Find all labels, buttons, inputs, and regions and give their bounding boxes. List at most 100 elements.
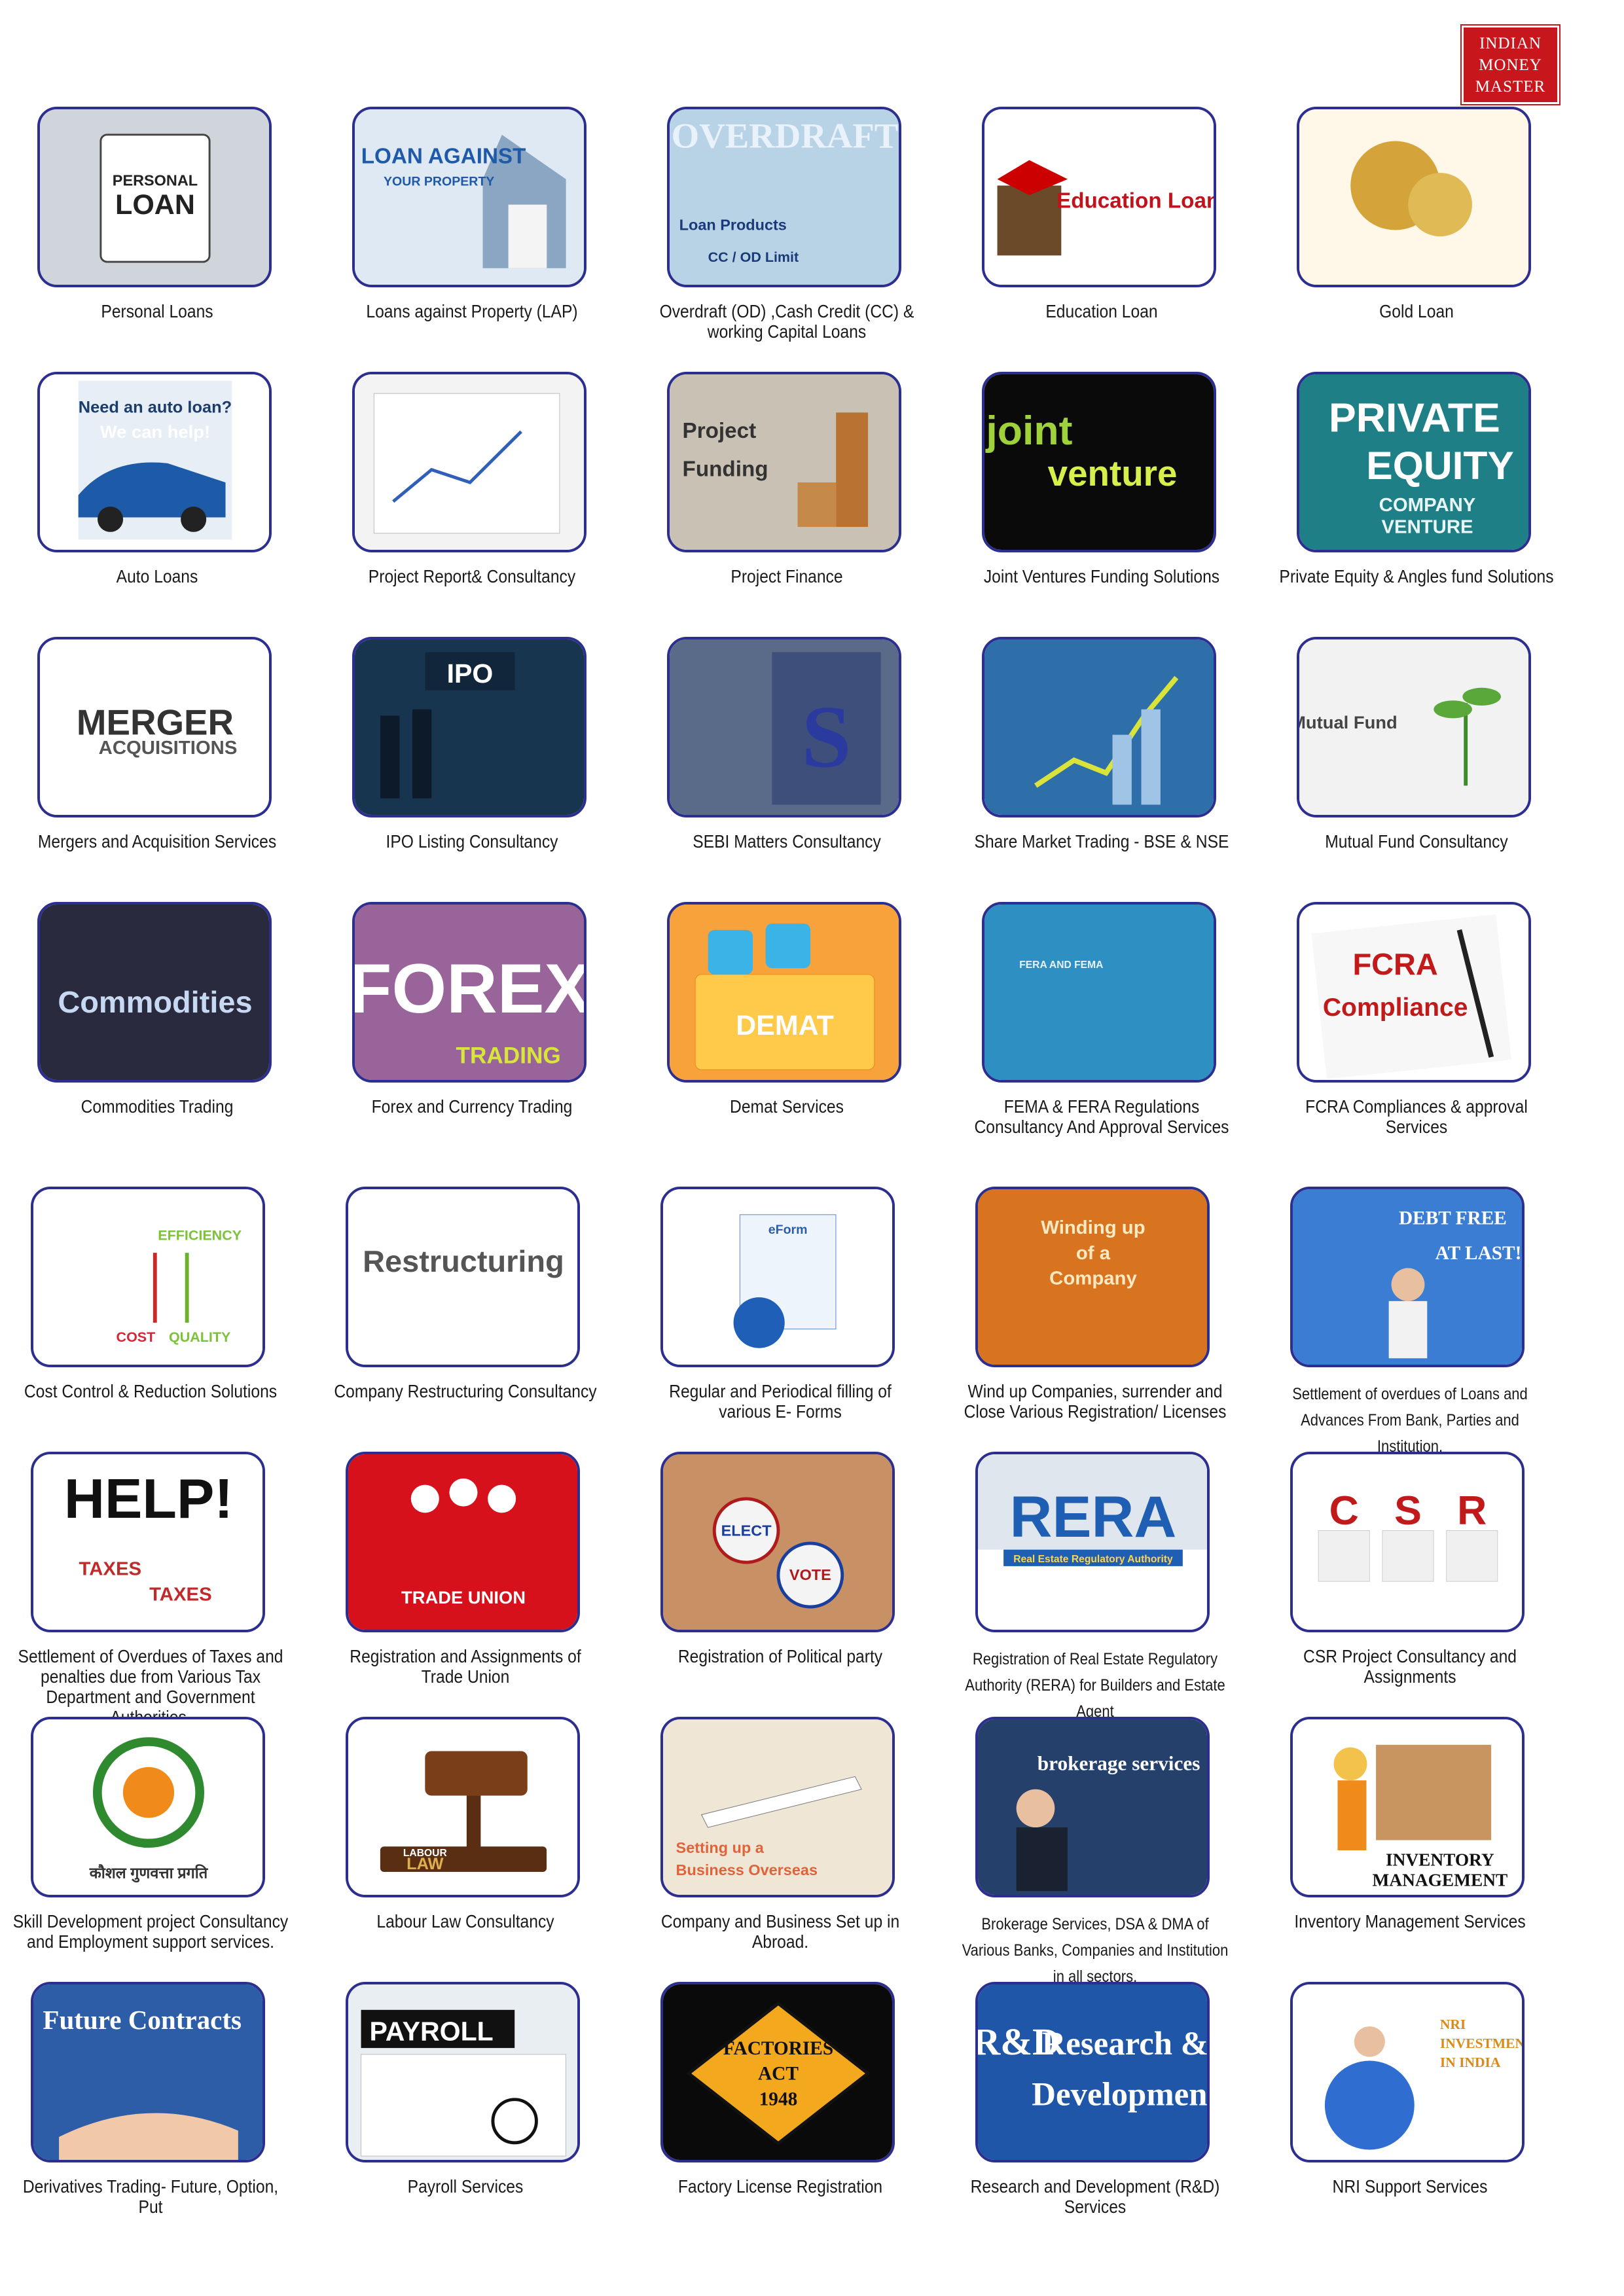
service-card[interactable]: LOAN AGAINST YOUR PROPERTY Loans against P… [315, 101, 629, 363]
tile-text: ACQUISITIONS [99, 738, 238, 759]
tile-text: C [1329, 1488, 1359, 1534]
tile-text: INVENTORY [1386, 1850, 1494, 1869]
service-card[interactable]: LABOUR LAW Labour Law Consultancy [308, 1712, 623, 1973]
service-card[interactable]: OVERDRAFT Loan Products CC / OD Limit Overd… [630, 101, 944, 363]
service-card[interactable]: RERA Real Estate Regulatory Authority Regi… [938, 1446, 1252, 1721]
service-card[interactable]: joint venture Joint Ventures Funding Solut… [945, 367, 1259, 628]
joint-venture-wordcloud-icon[interactable]: joint venture [982, 372, 1216, 552]
fcra-paper-pen-icon[interactable]: FCRA Compliance [1297, 902, 1531, 1083]
service-card[interactable]: C S R CSR Project Consultancy and Assignmen… [1253, 1446, 1567, 1708]
research-development-icon[interactable]: R&D Research & Development [975, 1982, 1210, 2162]
service-card[interactable]: Project Report& Consultancy [315, 367, 629, 628]
gold-jewellery-icon[interactable] [1297, 107, 1531, 287]
personal-loan-tablet-icon[interactable]: PERSONAL LOAN [37, 107, 272, 287]
service-card[interactable]: Future Contracts Derivatives Trading- Fut… [0, 1977, 308, 2238]
service-card[interactable]: DEBT FREE AT LAST!!! Settlement of overdue… [1253, 1181, 1567, 1456]
restructuring-wordcloud-icon[interactable]: Restructuring [346, 1187, 580, 1367]
service-card[interactable]: PAYROLL Payroll Services [308, 1977, 623, 2238]
debt-free-man-icon[interactable]: DEBT FREE AT LAST!!! [1290, 1187, 1525, 1367]
overdraft-text-icon[interactable]: OVERDRAFT Loan Products CC / OD Limit [667, 107, 901, 287]
service-caption: Skill Development project Consultancy an… [12, 1911, 289, 1952]
service-caption: Overdraft (OD) ,Cash Credit (CC) & worki… [659, 301, 914, 342]
service-caption: IPO Listing Consultancy [386, 831, 558, 852]
service-card[interactable]: eForm Regular and Periodical filling of v… [623, 1181, 937, 1443]
private-equity-wordcloud-icon[interactable]: PRIVATE EQUITY COMPANY VENTURE [1297, 372, 1531, 552]
service-card[interactable]: FERA AND FEMA FEMA & FERA Regulations Con… [945, 897, 1259, 1158]
service-card[interactable]: Winding up of a Company Wind up Companies, … [938, 1181, 1252, 1443]
demat-folder-icon[interactable]: DEMAT [667, 902, 901, 1083]
help-taxes-icon[interactable]: HELP! TAXES TAXES [31, 1452, 265, 1632]
service-card[interactable]: EFFICIENCY COST QUALITY Cost Control & Redu… [0, 1181, 308, 1443]
election-buttons-icon[interactable]: ELECT VOTE [660, 1452, 895, 1632]
tile-text: Winding up [1041, 1217, 1145, 1238]
service-caption: Project Report& Consultancy [368, 566, 576, 586]
tile-text: FCRA [1353, 947, 1438, 981]
service-card[interactable]: Need an auto loan? We can help! Auto Loans [0, 367, 314, 628]
cost-quality-arrows-icon[interactable]: EFFICIENCY COST QUALITY [31, 1187, 265, 1367]
tile-text: TAXES [149, 1584, 212, 1605]
nsdc-logo-icon[interactable]: कौशल गुणवत्ता प्रगति [31, 1717, 265, 1897]
service-card[interactable]: MERGER ACQUISITIONS Mergers and Acquisitio… [0, 632, 314, 893]
airplane-map-icon[interactable]: Setting up a Business Overseas [660, 1717, 895, 1897]
service-card[interactable]: NRI INVESTMENT IN INDIA NRI Support Service… [1253, 1977, 1567, 2238]
factories-act-sign-icon[interactable]: FACTORIES ACT 1948 [660, 1982, 895, 2162]
service-caption: Labour Law Consultancy [376, 1911, 554, 1931]
commodities-wordcloud-icon[interactable]: Commodities [37, 902, 272, 1083]
service-card[interactable]: ELECT VOTE Registration of Political party [623, 1446, 937, 1708]
sebi-building-icon[interactable]: S [667, 637, 901, 817]
service-caption: Auto Loans [116, 566, 198, 586]
blue-car-icon[interactable]: Need an auto loan? We can help! [37, 372, 272, 552]
forex-banknotes-icon[interactable]: FOREX TRADING [352, 902, 586, 1083]
nri-globe-man-icon[interactable]: NRI INVESTMENT IN INDIA [1290, 1982, 1525, 2162]
service-card[interactable]: R&D Research & Development Research and Dev… [938, 1977, 1252, 2238]
service-card[interactable]: Restructuring Company Restructuring Consu… [308, 1181, 623, 1443]
ipo-touch-icon[interactable]: IPO [352, 637, 586, 817]
hands-charts-icon[interactable] [352, 372, 586, 552]
eform-globe-icon[interactable]: eForm [660, 1187, 895, 1367]
gavel-icon[interactable]: LABOUR LAW [346, 1717, 580, 1897]
fera-fema-slide-icon[interactable]: FERA AND FEMA [982, 902, 1216, 1083]
brokerage-touch-icon[interactable]: brokerage services [975, 1717, 1210, 1897]
service-card[interactable]: PERSONAL LOAN Personal Loans [0, 101, 314, 363]
trade-union-logo-icon[interactable]: TRADE UNION [346, 1452, 580, 1632]
service-card[interactable]: DEMAT Demat Services [630, 897, 944, 1158]
service-card[interactable]: Setting up a Business Overseas Company and… [623, 1712, 937, 1973]
service-card[interactable]: S SEBI Matters Consultancy [630, 632, 944, 893]
service-card[interactable]: Project Funding Project Finance [630, 367, 944, 628]
service-caption: Payroll Services [407, 2176, 524, 2197]
service-card[interactable]: FOREX TRADING Forex and Currency Trading [315, 897, 629, 1158]
tile-text: FOREX [355, 949, 584, 1028]
rising-chart-icon[interactable] [982, 637, 1216, 817]
service-card[interactable]: INVENTORY MANAGEMENT Inventory Management … [1253, 1712, 1567, 1973]
rera-logo-icon[interactable]: RERA Real Estate Regulatory Authority [975, 1452, 1210, 1632]
payroll-binder-icon[interactable]: PAYROLL [346, 1982, 580, 2162]
service-card[interactable]: Gold Loan [1259, 101, 1574, 363]
service-card[interactable]: IPO IPO Listing Consultancy [315, 632, 629, 893]
service-card[interactable]: Education Loan Education Loan [945, 101, 1259, 363]
tile-text: EQUITY [1366, 443, 1514, 488]
graduation-cap-books-icon[interactable]: Education Loan [982, 107, 1216, 287]
service-card[interactable]: HELP! TAXES TAXES Settlement of Overdues of… [0, 1446, 308, 1727]
service-caption: Derivatives Trading- Future, Option, Put [22, 2176, 279, 2217]
service-card[interactable]: brokerage services Brokerage Services, DS… [938, 1712, 1252, 1986]
tile-text: Setting up a [676, 1839, 765, 1856]
merger-wordcloud-icon[interactable]: MERGER ACQUISITIONS [37, 637, 272, 817]
winding-up-slide-icon[interactable]: Winding up of a Company [975, 1187, 1210, 1367]
service-card[interactable]: FACTORIES ACT 1948 Factory License Registra… [623, 1977, 937, 2238]
service-card[interactable]: FCRA Compliance FCRA Compliances & approva… [1259, 897, 1574, 1158]
service-caption: Education Loan [1045, 301, 1158, 321]
tile-text: Research & [1042, 2025, 1207, 2062]
service-card[interactable]: TRADE UNION Registration and Assignments … [308, 1446, 623, 1708]
service-card[interactable]: Commodities Commodities Trading [0, 897, 314, 1158]
tile-text: NRI [1440, 2017, 1466, 2032]
inventory-boxes-icon[interactable]: INVENTORY MANAGEMENT [1290, 1717, 1525, 1897]
service-card[interactable]: PRIVATE EQUITY COMPANY VENTURE Private Equit… [1259, 367, 1574, 628]
future-contracts-hand-icon[interactable]: Future Contracts [31, 1982, 265, 2162]
coin-stacks-icon[interactable]: Project Funding [667, 372, 901, 552]
service-card[interactable]: कौशल गुणवत्ता प्रगति Skill Development pr… [0, 1712, 308, 1973]
plant-coins-icon[interactable]: Mutual Fund [1297, 637, 1531, 817]
service-card[interactable]: Mutual Fund Mutual Fund Consultancy [1259, 632, 1574, 893]
house-model-icon[interactable]: LOAN AGAINST YOUR PROPERTY [352, 107, 586, 287]
service-card[interactable]: Share Market Trading - BSE & NSE [945, 632, 1259, 893]
